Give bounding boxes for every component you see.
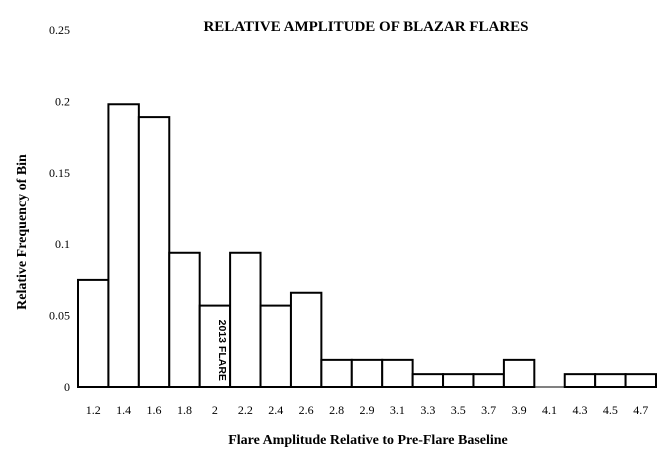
x-tick-label: 4.7: [633, 403, 648, 417]
bar: [411, 373, 445, 389]
x-tick-label: 2.2: [238, 403, 253, 417]
bar: [594, 373, 627, 389]
y-tick-label: 0.2: [55, 94, 70, 108]
bar: [107, 103, 140, 388]
x-axis-title: Flare Amplitude Relative to Pre-Flare Ba…: [228, 433, 508, 448]
x-tick-label: 4.3: [572, 403, 587, 417]
x-tick-label: 3.5: [451, 403, 466, 417]
bar-annotation: 2013 FLARE: [216, 320, 228, 381]
bar: [350, 358, 384, 389]
bar: [563, 373, 597, 389]
bar: [381, 358, 414, 389]
y-tick-label: 0.1: [55, 237, 70, 251]
bar: [442, 373, 475, 389]
x-tick-label: 4.5: [603, 403, 618, 417]
x-tick-label: 1.6: [147, 403, 162, 417]
x-tick-label: 3.9: [512, 403, 527, 417]
x-tick-label: 2.8: [329, 403, 344, 417]
bar: [289, 291, 323, 389]
bar: [624, 373, 657, 389]
bar: [472, 373, 505, 389]
y-tick-label: 0: [64, 380, 70, 394]
x-tick-label: 3.3: [420, 403, 435, 417]
x-tick-label: 2.4: [268, 403, 283, 417]
bar: [168, 251, 201, 388]
x-tick-label: 1.2: [86, 403, 101, 417]
x-tick-label: 1.8: [177, 403, 192, 417]
annotations: 2013 FLARE: [216, 320, 228, 381]
x-tick-label: 2: [212, 403, 218, 417]
y-axis-title: Relative Frequency of Bin: [15, 154, 30, 310]
bars: [77, 103, 657, 389]
bar: [229, 251, 262, 388]
bar: [502, 358, 536, 389]
x-tick-label: 3.7: [481, 403, 496, 417]
x-tick-label: 2.9: [360, 403, 375, 417]
x-axis: 1.2 1.4 1.6 1.8 2 2.2 2.4 2.6 2.8 2.9 3.1 3.3 3.5 3.7…: [78, 386, 656, 417]
x-tick-label: 3.1: [390, 403, 405, 417]
y-tick-label: 0.25: [49, 23, 70, 37]
y-axis: 0 0.05 0.1 0.15 0.2 0.25: [49, 23, 70, 394]
bar: [259, 304, 292, 389]
bar: [77, 278, 110, 388]
chart-title: RELATIVE AMPLITUDE OF BLAZAR FLARES: [203, 19, 528, 35]
y-tick-label: 0.15: [49, 166, 70, 180]
bar: [137, 116, 171, 388]
bar: [320, 358, 353, 389]
x-tick-label: 4.1: [542, 403, 557, 417]
x-tick-label: 1.4: [116, 403, 131, 417]
y-tick-label: 0.05: [49, 309, 70, 323]
x-tick-label: 2.6: [299, 403, 314, 417]
